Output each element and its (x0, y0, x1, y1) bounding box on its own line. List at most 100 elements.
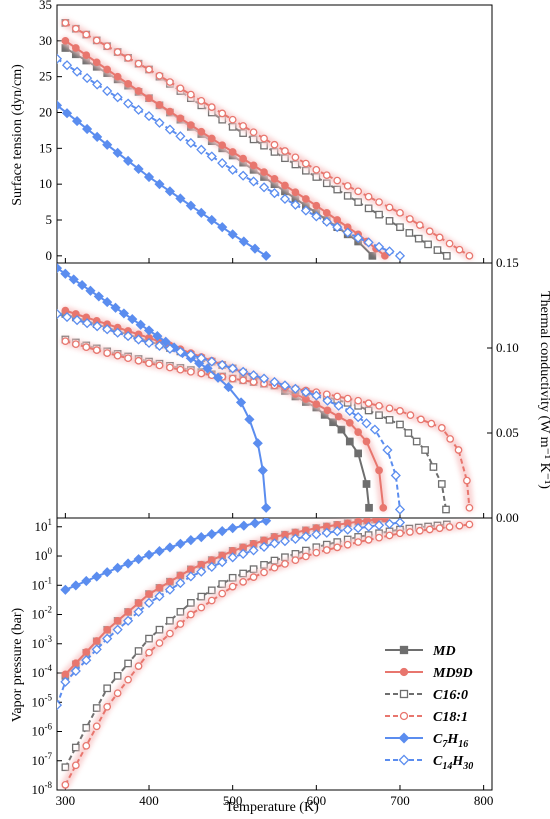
legend-item-c14h30: C14H30 (385, 754, 473, 772)
series-md9d-halo (60, 306, 388, 513)
series-c14h30-point (238, 366, 249, 377)
series-c7h16-point (164, 186, 176, 197)
surface-tension-panel: 0 5 10 15 20 25 30 35 (39, 0, 493, 264)
series-c16-0-point (385, 217, 394, 225)
series-c18-1-point (465, 520, 474, 529)
series-md9d-point (124, 79, 132, 88)
series-md9d-point (322, 208, 331, 217)
series-c14h30-point (196, 566, 207, 577)
legend-item-c16-0: C16:0 (385, 688, 468, 703)
series-c18-1-point (455, 245, 464, 254)
series-c18-1-point (322, 546, 331, 554)
series-c16-0-point (82, 723, 91, 732)
series-c7h16-line (57, 267, 268, 508)
series-c7h16 (57, 100, 272, 261)
series-md9d-point (113, 617, 122, 625)
series-md9d-point (381, 518, 389, 523)
series-c18-1-point (92, 722, 101, 731)
series-c18-1-point (82, 30, 91, 39)
series-c18-1-point (281, 560, 289, 568)
series-c18-1-point (218, 109, 227, 118)
series-c18-1-point (312, 548, 321, 557)
series-c16-0 (61, 520, 451, 772)
thermal-conductivity-w-m-k-ytick-label: 0.15 (496, 255, 519, 270)
series-c14h30-point (70, 665, 81, 677)
series-c18-1-point (396, 529, 404, 538)
series-c7h16-point (82, 123, 93, 135)
series-c18-1-point (427, 419, 436, 428)
series-c18-1-point (155, 639, 164, 647)
series-md-point (365, 503, 373, 512)
series-c7h16-point (238, 520, 249, 531)
series-c18-1-point (260, 568, 268, 577)
series-c7h16-point (175, 193, 186, 204)
series-c16-0-point (113, 672, 122, 680)
series-c14h30-point (185, 137, 196, 149)
vapor-pressure-ytick-label: 10-1 (32, 575, 53, 592)
series-c14h30-point (279, 193, 291, 205)
series-c18-1-point (445, 523, 454, 531)
series-c18-1-point (364, 399, 373, 408)
series-c7h16-point (261, 502, 272, 513)
series-c14h30-point (102, 324, 113, 335)
series-c7h16-point (71, 116, 83, 127)
series-c18-1-point (197, 97, 206, 105)
surface-tension-dyn-cm-ytick-label: 5 (46, 212, 53, 227)
thermal-conductivity-w-m-k-ytick-label: 0.05 (496, 425, 519, 440)
series-c14h30-point (384, 246, 395, 257)
series-c7h16-point (57, 100, 63, 111)
series-c16-0-point (71, 743, 80, 752)
series-c14h30-point (164, 584, 176, 595)
series-c14h30-point (82, 73, 93, 84)
series-c18-1-point (385, 203, 394, 212)
series-c14h30-point (290, 533, 301, 544)
series-md9d-point (71, 659, 80, 668)
series-c14h30-point (164, 124, 176, 135)
series-c18-1-point (145, 648, 153, 657)
surface-tension-dyn-cm-ytick-label: 10 (39, 176, 52, 191)
series-c18-1-point (176, 84, 185, 93)
series-md9d-point (302, 195, 310, 203)
series-c7h16-point (164, 542, 176, 553)
series-md9d-point (312, 201, 321, 210)
vapor-pressure-ytick-label: 100 (35, 546, 53, 563)
series-c18-1-point (176, 365, 185, 374)
series-c7h16-point (196, 532, 207, 543)
series-c7h16-point (102, 297, 113, 308)
series-c16-0-point (124, 659, 132, 668)
series-c7h16-point (227, 229, 238, 240)
series-c7h16-point (249, 518, 261, 529)
series-md9d-point (134, 599, 143, 607)
series-c14h30-point (175, 346, 186, 357)
series-c18-1-point (446, 435, 455, 443)
series-c18-1-point (186, 367, 195, 376)
series-md9d-point (228, 148, 237, 156)
series-c18-1-point (197, 603, 206, 612)
series-c18-1-point (435, 524, 444, 533)
series-c18-1-point (385, 404, 394, 413)
series-c14h30-point (154, 340, 165, 351)
series-c7h16-point (249, 243, 261, 254)
vapor-pressure-bar-frame (56, 517, 493, 791)
series-c7h16-point (123, 155, 134, 166)
series-c18-1-point (145, 65, 153, 74)
series-c16-0-point (61, 763, 70, 772)
series-c18-1-point (61, 19, 70, 27)
series-c18-1-point (396, 407, 404, 415)
series-md9d-point (362, 437, 371, 446)
series-c14h30-point (361, 418, 372, 429)
series-c18-1-point (61, 337, 70, 346)
series-c14h30-line (57, 521, 401, 706)
series-c18-1-point (228, 582, 237, 591)
series-c14h30-point (185, 571, 196, 582)
series-c14h30-point (133, 334, 144, 345)
legend-marker-md (399, 645, 409, 655)
series-c18-1-point (270, 140, 279, 149)
series-c18-1-line (65, 340, 471, 508)
series-c18-1-point (92, 36, 101, 45)
series-md9d-point (134, 87, 143, 95)
vapor-pressure-ytick-label: 10-3 (32, 634, 53, 651)
series-c18-1-point (155, 361, 164, 370)
series-c18-1-point (71, 24, 80, 33)
